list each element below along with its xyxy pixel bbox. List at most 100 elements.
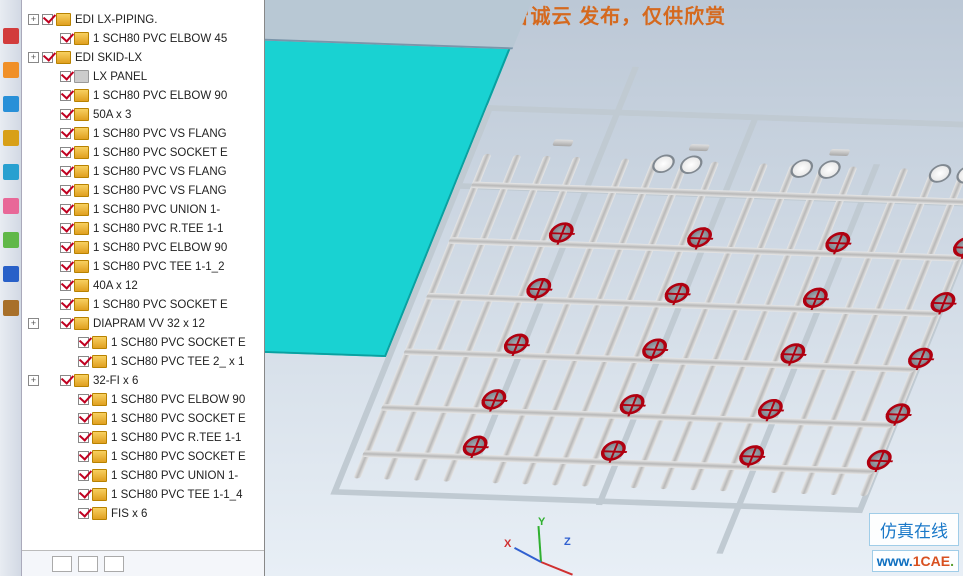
tree-item[interactable]: 1 SCH80 PVC R.TEE 1-1 (22, 428, 264, 447)
valve-handwheel (905, 347, 937, 368)
part-icon (74, 165, 89, 178)
visibility-checkbox[interactable] (60, 128, 71, 139)
tree-item[interactable]: 1 SCH80 PVC ELBOW 90 (22, 390, 264, 409)
asm-icon (74, 374, 89, 387)
tree-item[interactable]: 1 SCH80 PVC TEE 1-1_2 (22, 257, 264, 276)
valve-handwheel (882, 403, 914, 424)
viewport[interactable]: 连（顺序和时间顺序） 智诚云 发布，仅供欣赏 X Y Z 仿真在线 www.1C… (265, 0, 963, 576)
watermark-url: www.1CAE. (872, 550, 959, 572)
tree-item[interactable]: 1 SCH80 PVC SOCKET E (22, 333, 264, 352)
model (265, 0, 963, 576)
footer-tab-2[interactable] (78, 556, 98, 572)
tree-item[interactable]: + EDI LX-PIPING. (22, 10, 264, 29)
visibility-checkbox[interactable] (78, 394, 89, 405)
axis-z-label: Z (564, 536, 571, 548)
tool-1[interactable] (3, 28, 19, 44)
visibility-checkbox[interactable] (60, 204, 71, 215)
visibility-checkbox[interactable] (60, 166, 71, 177)
expand-icon[interactable]: + (28, 318, 39, 329)
part-icon (74, 32, 89, 45)
tree-item-label: EDI SKID-LX (75, 52, 142, 64)
tree-item[interactable]: 1 SCH80 PVC R.TEE 1-1 (22, 219, 264, 238)
tree-item[interactable]: +32-FI x 6 (22, 371, 264, 390)
flange (829, 149, 851, 156)
wm-dot: . (950, 553, 954, 569)
tool-7[interactable] (3, 232, 19, 248)
visibility-checkbox[interactable] (78, 356, 89, 367)
tree-item[interactable]: 1 SCH80 PVC VS FLANG (22, 124, 264, 143)
visibility-checkbox[interactable] (60, 261, 71, 272)
tree-item-label: 1 SCH80 PVC TEE 2_ x 1 (111, 356, 244, 368)
tree-item[interactable]: FIS x 6 (22, 504, 264, 523)
visibility-checkbox[interactable] (60, 33, 71, 44)
visibility-checkbox[interactable] (60, 71, 71, 82)
visibility-checkbox[interactable] (60, 90, 71, 101)
footer-tab-3[interactable] (104, 556, 124, 572)
visibility-checkbox[interactable] (60, 318, 71, 329)
tree-item[interactable]: 50A x 3 (22, 105, 264, 124)
tree-item-label: 50A x 3 (93, 109, 131, 121)
visibility-checkbox[interactable] (60, 109, 71, 120)
visibility-checkbox[interactable] (60, 280, 71, 291)
tree-item[interactable]: 1 SCH80 PVC TEE 2_ x 1 (22, 352, 264, 371)
tool-3[interactable] (3, 96, 19, 112)
visibility-checkbox[interactable] (78, 337, 89, 348)
part-icon (92, 393, 107, 406)
tree-item[interactable]: 1 SCH80 PVC UNION 1- (22, 200, 264, 219)
visibility-checkbox[interactable] (60, 223, 71, 234)
tree-item[interactable]: + EDI SKID-LX (22, 48, 264, 67)
tree-item[interactable]: 1 SCH80 PVC SOCKET E (22, 295, 264, 314)
tool-8[interactable] (3, 266, 19, 282)
visibility-checkbox[interactable] (60, 375, 71, 386)
visibility-checkbox[interactable] (42, 52, 53, 63)
expand-icon[interactable]: + (28, 52, 39, 63)
tree-item[interactable]: 1 SCH80 PVC TEE 1-1_4 (22, 485, 264, 504)
tree-item-label: 1 SCH80 PVC ELBOW 90 (93, 90, 227, 102)
tool-4[interactable] (3, 130, 19, 146)
tree-item[interactable]: 1 SCH80 PVC ELBOW 90 (22, 238, 264, 257)
tree-item[interactable]: +DIAPRAM VV 32 x 12 (22, 314, 264, 333)
tree-item[interactable]: 1 SCH80 PVC ELBOW 45 (22, 29, 264, 48)
visibility-checkbox[interactable] (78, 451, 89, 462)
tree-item-label: 1 SCH80 PVC R.TEE 1-1 (111, 432, 241, 444)
tree-item-label: 1 SCH80 PVC UNION 1- (111, 470, 238, 482)
visibility-checkbox[interactable] (60, 242, 71, 253)
tree-item[interactable]: 1 SCH80 PVC VS FLANG (22, 181, 264, 200)
footer-tab-1[interactable] (52, 556, 72, 572)
tree-item-label: 1 SCH80 PVC SOCKET E (93, 299, 228, 311)
visibility-checkbox[interactable] (78, 508, 89, 519)
tree-item[interactable]: LX PANEL (22, 67, 264, 86)
tree-body[interactable]: + EDI LX-PIPING. 1 SCH80 PVC ELBOW 45 + EDI … (22, 0, 264, 548)
tree-item[interactable]: 1 SCH80 PVC SOCKET E (22, 447, 264, 466)
visibility-checkbox[interactable] (42, 14, 53, 25)
visibility-checkbox[interactable] (78, 432, 89, 443)
tree-item[interactable]: 40A x 12 (22, 276, 264, 295)
tree-item[interactable]: 1 SCH80 PVC UNION 1- (22, 466, 264, 485)
visibility-checkbox[interactable] (60, 299, 71, 310)
visibility-checkbox[interactable] (60, 147, 71, 158)
visibility-checkbox[interactable] (78, 489, 89, 500)
tree-item-label: 1 SCH80 PVC ELBOW 90 (111, 394, 245, 406)
tree-item-label: EDI LX-PIPING. (75, 14, 157, 26)
tool-9[interactable] (3, 300, 19, 316)
tree-item-label: 1 SCH80 PVC VS FLANG (93, 166, 227, 178)
expand-icon[interactable]: + (28, 375, 39, 386)
tree-item[interactable]: 1 SCH80 PVC VS FLANG (22, 162, 264, 181)
tool-5[interactable] (3, 164, 19, 180)
visibility-checkbox[interactable] (78, 470, 89, 481)
tree-item[interactable]: 1 SCH80 PVC SOCKET E (22, 143, 264, 162)
pipe-vertical (551, 161, 690, 486)
part-icon (74, 222, 89, 235)
visibility-checkbox[interactable] (78, 413, 89, 424)
tool-2[interactable] (3, 62, 19, 78)
part-icon (92, 431, 107, 444)
tree-item[interactable]: 1 SCH80 PVC ELBOW 90 (22, 86, 264, 105)
tool-6[interactable] (3, 198, 19, 214)
cabinet-top (265, 0, 533, 49)
asm-icon (74, 317, 89, 330)
expand-icon[interactable]: + (28, 14, 39, 25)
tree-item[interactable]: 1 SCH80 PVC SOCKET E (22, 409, 264, 428)
asm-icon (56, 51, 71, 64)
visibility-checkbox[interactable] (60, 185, 71, 196)
part-icon (92, 450, 107, 463)
